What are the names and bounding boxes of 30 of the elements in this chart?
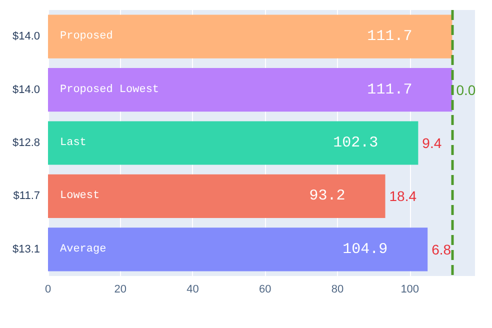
x-tick-label: 0 — [44, 284, 52, 296]
y-tick-label: $12.8 — [12, 137, 40, 149]
y-tick-label: $14.0 — [12, 84, 40, 96]
y-tick-label: $14.0 — [12, 30, 40, 43]
annotation: 6.8 — [432, 241, 452, 258]
annotation: 18.4 — [389, 188, 417, 204]
annotation: Proposed — [60, 30, 113, 43]
bar — [48, 228, 428, 272]
x-tick-label: 20 — [114, 284, 126, 296]
annotation: 0.0 — [456, 82, 476, 98]
x-tick-label: 40 — [186, 284, 199, 296]
x-tick-label: 100 — [400, 284, 420, 296]
data-label: 111.7 — [367, 81, 412, 98]
annotation: 9.4 — [422, 135, 442, 151]
bar — [48, 121, 418, 165]
annotation: Last — [60, 137, 86, 149]
bar — [48, 68, 452, 112]
data-label: 104.9 — [342, 240, 388, 258]
data-label: 102.3 — [333, 134, 378, 152]
y-tick-label: $13.1 — [12, 243, 40, 256]
annotation: Proposed Lowest — [60, 84, 160, 96]
data-label: 93.2 — [309, 188, 346, 205]
annotation: Lowest — [60, 190, 100, 202]
bar — [48, 14, 452, 58]
annotation: Average — [60, 243, 106, 256]
x-tick-label: 80 — [331, 284, 344, 296]
y-tick-label: $11.7 — [13, 190, 40, 202]
data-label: 111.7 — [367, 28, 412, 46]
bar — [48, 174, 386, 218]
x-tick-label: 60 — [258, 284, 272, 296]
